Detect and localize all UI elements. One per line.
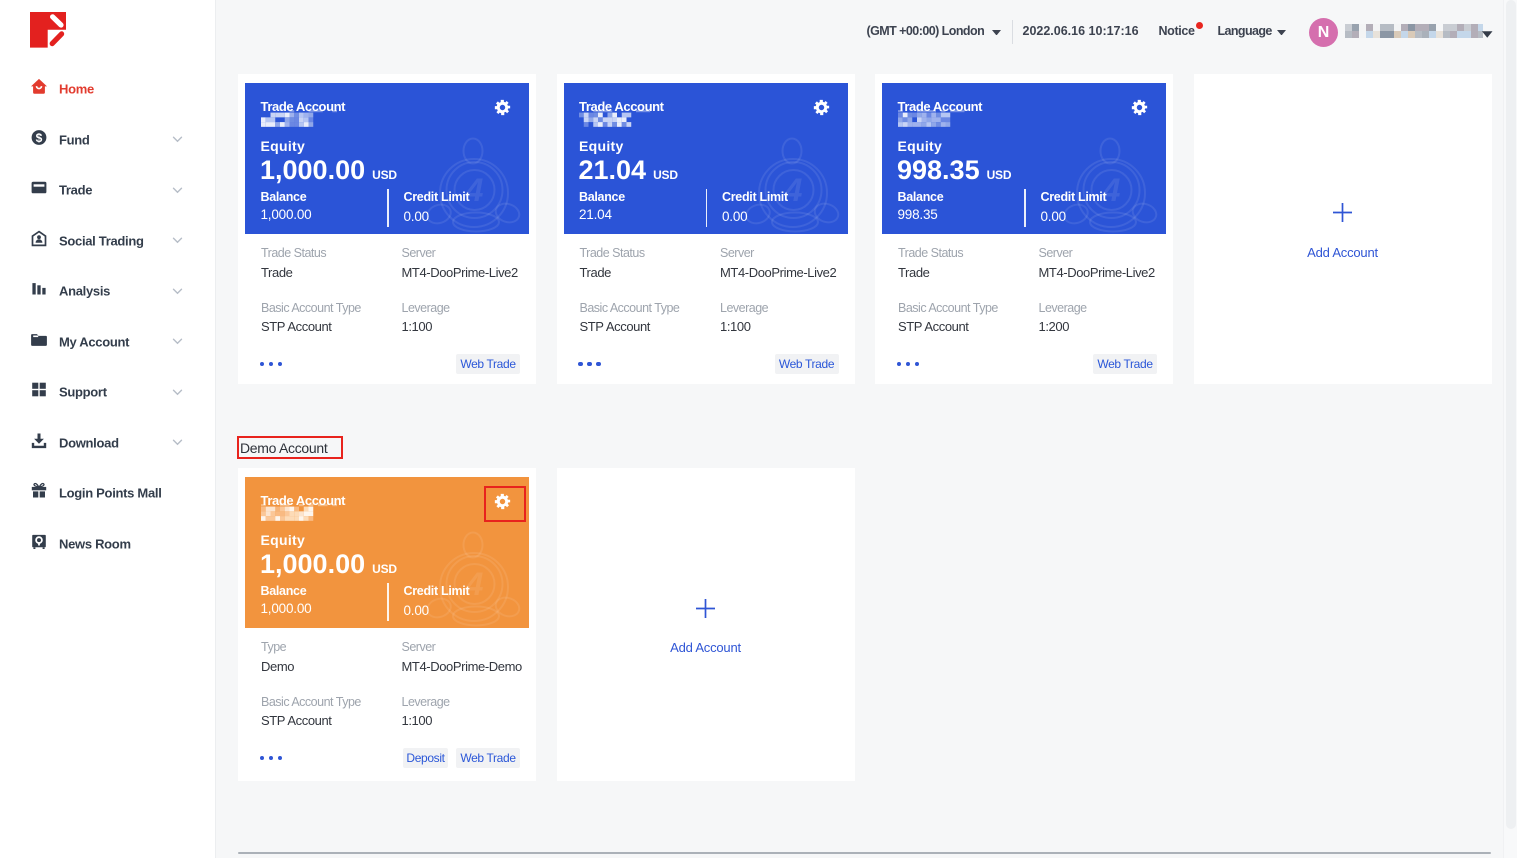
svg-text:4: 4 [783, 172, 802, 208]
svg-text:4: 4 [1102, 172, 1121, 208]
svg-text:$: $ [36, 130, 43, 144]
svg-text:4: 4 [465, 172, 484, 208]
svg-text:4: 4 [465, 566, 484, 602]
